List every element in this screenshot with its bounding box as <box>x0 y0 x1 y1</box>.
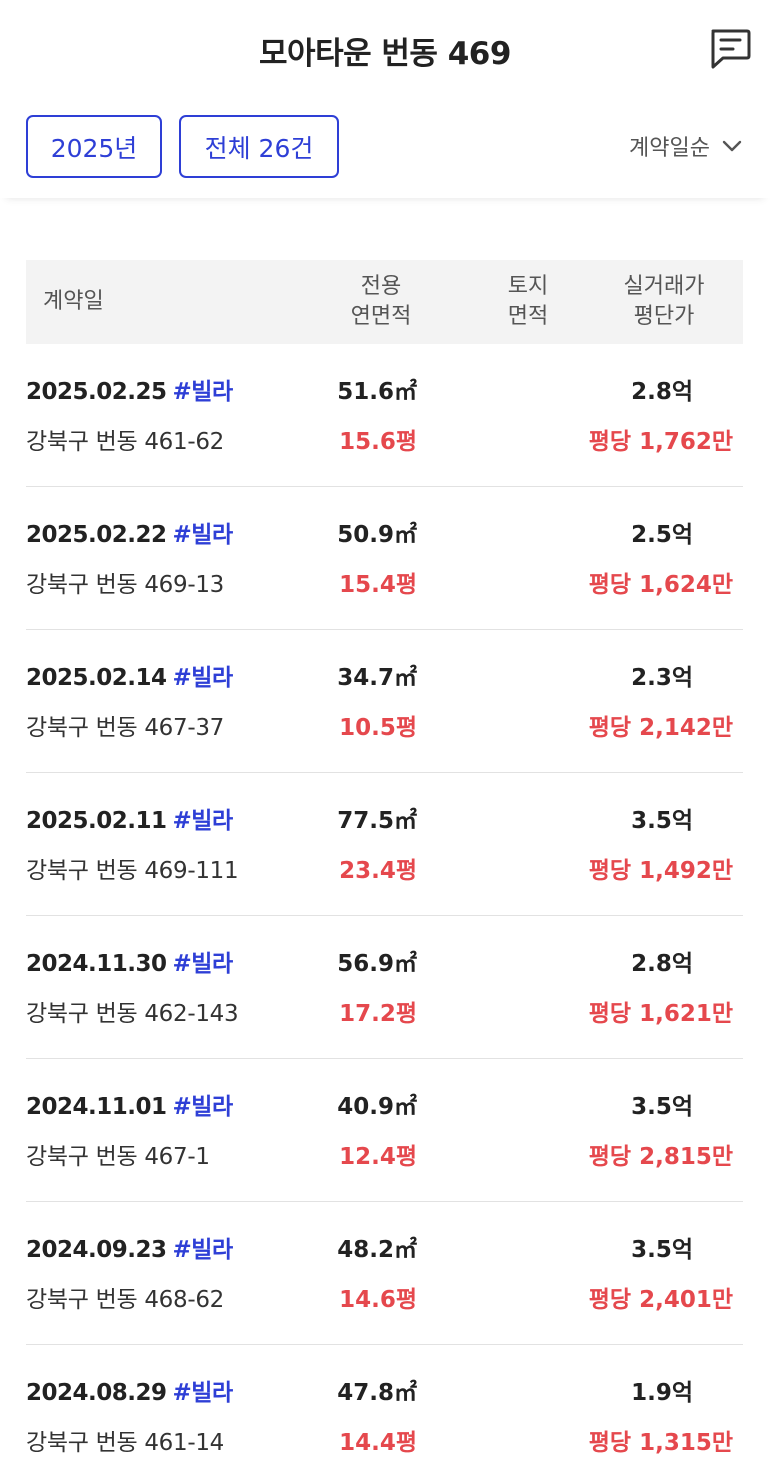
transaction-price: 2.5억 <box>631 522 693 548</box>
sort-dropdown[interactable]: 계약일순 <box>629 128 742 164</box>
contract-date: 2025.02.22 #빌라 <box>26 522 234 548</box>
transaction-price: 2.3억 <box>631 665 693 691</box>
table-row[interactable]: 2025.02.14 #빌라 강북구 번동 467-37 34.7㎡ 10.5평 … <box>26 630 743 773</box>
floor-area-sqm: 40.9㎡ <box>337 1094 417 1120</box>
property-type-tag[interactable]: #빌라 <box>172 665 234 691</box>
header-contract-date: 계약일 <box>43 289 104 314</box>
price-per-pyeong: 평당 2,815만 <box>588 1144 733 1170</box>
price-per-pyeong: 평당 2,401만 <box>588 1287 733 1313</box>
table-row[interactable]: 2025.02.22 #빌라 강북구 번동 469-13 50.9㎡ 15.4평 … <box>26 487 743 630</box>
transaction-price: 3.5억 <box>631 1094 693 1120</box>
transaction-price: 3.5억 <box>631 1237 693 1263</box>
transaction-price: 1.9억 <box>631 1380 693 1406</box>
table-header: 계약일 전용 연면적 토지 면적 실거래가 평단가 <box>26 260 743 344</box>
table-row[interactable]: 2024.11.30 #빌라 강북구 번동 462-143 56.9㎡ 17.2평… <box>26 916 743 1059</box>
floor-area-sqm: 50.9㎡ <box>337 522 417 548</box>
header-floor-area: 전용 연면적 <box>350 274 412 329</box>
property-type-tag[interactable]: #빌라 <box>172 1237 234 1263</box>
property-address: 강북구 번동 469-111 <box>26 858 239 884</box>
price-per-pyeong: 평당 1,624만 <box>588 572 733 598</box>
chevron-down-icon <box>722 140 742 152</box>
transaction-price: 2.8억 <box>631 379 693 405</box>
contract-date: 2025.02.14 #빌라 <box>26 665 234 691</box>
floor-area-pyeong: 17.2평 <box>339 1001 417 1027</box>
property-address: 강북구 번동 461-62 <box>26 429 224 455</box>
table-row[interactable]: 2025.02.25 #빌라 강북구 번동 461-62 51.6㎡ 15.6평 … <box>26 344 743 487</box>
year-filter-button[interactable]: 2025년 <box>26 115 162 178</box>
table-row[interactable]: 2024.08.29 #빌라 강북구 번동 461-14 47.8㎡ 14.4평 … <box>26 1345 743 1472</box>
price-per-pyeong: 평당 1,492만 <box>588 858 733 884</box>
price-per-pyeong: 평당 1,621만 <box>588 1001 733 1027</box>
floor-area-pyeong: 15.6평 <box>339 429 417 455</box>
page-title: 모아타운 번동 469 <box>259 36 511 72</box>
filter-bar: 2025년 전체 26건 계약일순 <box>0 96 770 198</box>
contract-date: 2024.11.30 #빌라 <box>26 951 234 977</box>
floor-area-sqm: 48.2㎡ <box>337 1237 417 1263</box>
table-row[interactable]: 2025.02.11 #빌라 강북구 번동 469-111 77.5㎡ 23.4평… <box>26 773 743 916</box>
chat-bubble-icon <box>711 29 751 69</box>
floor-area-pyeong: 12.4평 <box>339 1144 417 1170</box>
floor-area-sqm: 47.8㎡ <box>337 1380 417 1406</box>
property-type-tag[interactable]: #빌라 <box>172 379 234 405</box>
property-address: 강북구 번동 467-1 <box>26 1144 210 1170</box>
property-type-tag[interactable]: #빌라 <box>172 1094 234 1120</box>
property-address: 강북구 번동 467-37 <box>26 715 224 741</box>
contract-date: 2024.09.23 #빌라 <box>26 1237 234 1263</box>
page-header: 모아타운 번동 469 <box>0 0 770 96</box>
chat-button[interactable] <box>707 26 753 72</box>
property-type-tag[interactable]: #빌라 <box>172 951 234 977</box>
transaction-price: 2.8억 <box>631 951 693 977</box>
price-per-pyeong: 평당 1,762만 <box>588 429 733 455</box>
floor-area-sqm: 77.5㎡ <box>337 808 417 834</box>
header-price: 실거래가 평단가 <box>623 274 705 329</box>
price-per-pyeong: 평당 2,142만 <box>588 715 733 741</box>
floor-area-sqm: 56.9㎡ <box>337 951 417 977</box>
price-per-pyeong: 평당 1,315만 <box>588 1430 733 1456</box>
transaction-price: 3.5억 <box>631 808 693 834</box>
floor-area-pyeong: 14.6평 <box>339 1287 417 1313</box>
floor-area-sqm: 51.6㎡ <box>337 379 417 405</box>
table-row[interactable]: 2024.09.23 #빌라 강북구 번동 468-62 48.2㎡ 14.6평 … <box>26 1202 743 1345</box>
property-type-tag[interactable]: #빌라 <box>172 522 234 548</box>
floor-area-pyeong: 23.4평 <box>339 858 417 884</box>
contract-date: 2024.11.01 #빌라 <box>26 1094 234 1120</box>
property-address: 강북구 번동 468-62 <box>26 1287 224 1313</box>
contract-date: 2024.08.29 #빌라 <box>26 1380 234 1406</box>
transaction-table: 계약일 전용 연면적 토지 면적 실거래가 평단가 2025.02.25 #빌라 … <box>26 260 743 1472</box>
floor-area-pyeong: 15.4평 <box>339 572 417 598</box>
floor-area-pyeong: 10.5평 <box>339 715 417 741</box>
contract-date: 2025.02.25 #빌라 <box>26 379 234 405</box>
floor-area-sqm: 34.7㎡ <box>337 665 417 691</box>
floor-area-pyeong: 14.4평 <box>339 1430 417 1456</box>
table-row[interactable]: 2024.11.01 #빌라 강북구 번동 467-1 40.9㎡ 12.4평 3… <box>26 1059 743 1202</box>
sort-label: 계약일순 <box>629 136 710 161</box>
header-land-area: 토지 면적 <box>507 274 549 329</box>
property-address: 강북구 번동 469-13 <box>26 572 224 598</box>
property-type-tag[interactable]: #빌라 <box>172 808 234 834</box>
table-body: 2025.02.25 #빌라 강북구 번동 461-62 51.6㎡ 15.6평 … <box>26 344 743 1472</box>
total-count-button[interactable]: 전체 26건 <box>179 115 339 178</box>
property-address: 강북구 번동 462-143 <box>26 1001 239 1027</box>
property-type-tag[interactable]: #빌라 <box>172 1380 234 1406</box>
contract-date: 2025.02.11 #빌라 <box>26 808 234 834</box>
property-address: 강북구 번동 461-14 <box>26 1430 224 1456</box>
